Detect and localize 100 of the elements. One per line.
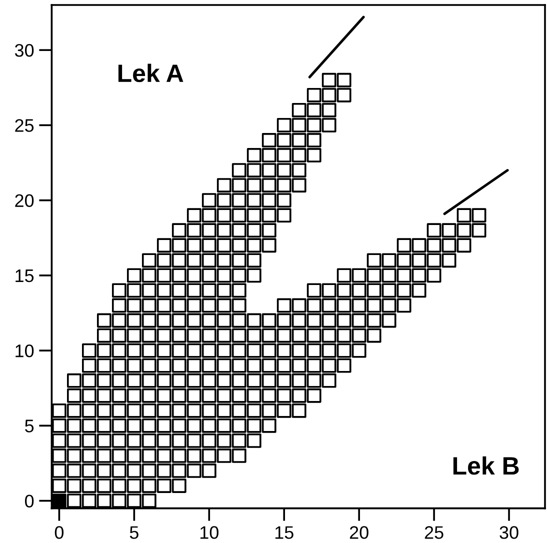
point <box>172 478 186 493</box>
point <box>442 253 456 268</box>
point <box>366 298 382 313</box>
point <box>396 253 412 268</box>
point <box>276 133 292 148</box>
point <box>216 328 232 343</box>
x-tick-label: 30 <box>500 526 518 539</box>
point <box>112 464 126 478</box>
point <box>96 373 112 388</box>
point <box>246 313 262 328</box>
point <box>336 358 352 373</box>
point <box>456 208 472 223</box>
point <box>292 403 306 418</box>
point <box>96 448 112 463</box>
point <box>52 403 66 418</box>
point <box>202 283 216 298</box>
y-tick-label: 30 <box>14 44 34 57</box>
point <box>186 464 202 478</box>
point <box>202 358 216 373</box>
point <box>142 433 156 448</box>
point <box>172 418 186 433</box>
point <box>322 328 336 343</box>
point <box>442 238 456 253</box>
point <box>156 283 172 298</box>
point <box>202 464 216 478</box>
point <box>322 102 336 118</box>
point <box>276 403 292 418</box>
point <box>232 448 246 463</box>
point <box>412 253 426 268</box>
point <box>292 328 306 343</box>
point <box>202 223 216 238</box>
point <box>96 343 112 358</box>
point <box>246 388 262 403</box>
point <box>66 448 82 463</box>
point <box>306 88 322 102</box>
point <box>112 403 126 418</box>
point <box>232 238 246 253</box>
point <box>306 373 322 388</box>
point <box>82 343 96 358</box>
point <box>142 298 156 313</box>
point <box>292 343 306 358</box>
point <box>456 238 472 253</box>
point <box>52 478 66 493</box>
point <box>352 328 366 343</box>
point <box>82 464 96 478</box>
point <box>322 343 336 358</box>
point <box>246 403 262 418</box>
point <box>202 403 216 418</box>
point <box>246 223 262 238</box>
point <box>276 118 292 132</box>
point <box>156 448 172 463</box>
x-tick-label: 20 <box>350 526 368 539</box>
point <box>96 433 112 448</box>
point <box>126 448 142 463</box>
point <box>396 238 412 253</box>
point <box>292 388 306 403</box>
point <box>186 283 202 298</box>
point <box>156 253 172 268</box>
point <box>292 163 306 178</box>
y-tick-label: 5 <box>25 420 34 432</box>
point <box>232 388 246 403</box>
point <box>172 298 186 313</box>
point <box>246 418 262 433</box>
point <box>156 298 172 313</box>
point <box>262 223 276 238</box>
point <box>216 238 232 253</box>
point <box>276 163 292 178</box>
point <box>172 238 186 253</box>
point <box>262 328 276 343</box>
point <box>96 403 112 418</box>
point <box>276 148 292 162</box>
point <box>82 358 96 373</box>
point <box>202 373 216 388</box>
point <box>66 478 82 493</box>
point <box>186 388 202 403</box>
point <box>262 178 276 192</box>
point <box>306 343 322 358</box>
point <box>142 478 156 493</box>
point <box>306 388 322 403</box>
point <box>156 478 172 493</box>
point <box>246 148 262 162</box>
point <box>96 478 112 493</box>
point <box>232 193 246 208</box>
point <box>276 178 292 192</box>
point <box>232 433 246 448</box>
point <box>396 298 412 313</box>
point <box>336 88 352 102</box>
point <box>126 283 142 298</box>
point <box>126 464 142 478</box>
point <box>246 328 262 343</box>
point <box>82 418 96 433</box>
point <box>336 298 352 313</box>
point <box>172 358 186 373</box>
x-tick-label: 5 <box>130 526 138 539</box>
y-tick-label: 10 <box>16 344 34 358</box>
point <box>292 298 306 313</box>
point <box>186 343 202 358</box>
point <box>276 208 292 223</box>
point <box>232 343 246 358</box>
point <box>262 358 276 373</box>
